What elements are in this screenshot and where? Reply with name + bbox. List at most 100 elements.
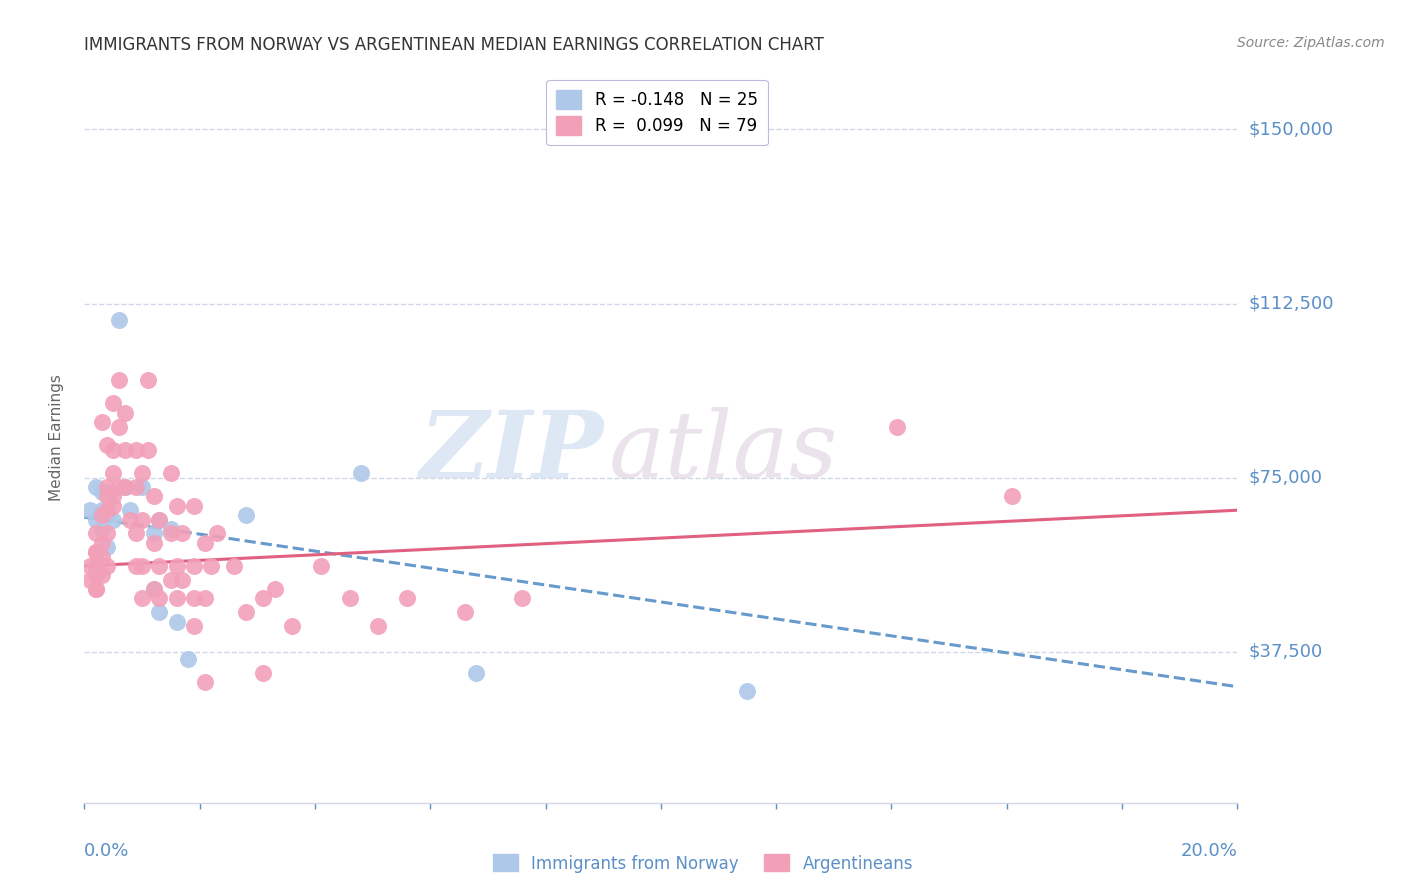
Point — [166, 558, 188, 573]
Point — [103, 396, 124, 410]
Point — [96, 558, 118, 573]
Point — [79, 503, 101, 517]
Point — [172, 526, 194, 541]
Text: ZIP: ZIP — [419, 407, 603, 497]
Point — [114, 480, 136, 494]
Point — [131, 466, 153, 480]
Point — [96, 508, 118, 522]
Point — [96, 489, 118, 503]
Text: IMMIGRANTS FROM NORWAY VS ARGENTINEAN MEDIAN EARNINGS CORRELATION CHART: IMMIGRANTS FROM NORWAY VS ARGENTINEAN ME… — [84, 36, 824, 54]
Point — [148, 512, 170, 526]
Point — [114, 406, 136, 420]
Point — [281, 619, 304, 633]
Point — [194, 591, 217, 606]
Point — [235, 606, 257, 620]
Point — [1001, 489, 1024, 503]
Point — [84, 480, 107, 494]
Point — [108, 373, 131, 387]
Point — [367, 619, 389, 633]
Point — [160, 522, 183, 536]
Point — [96, 484, 118, 499]
Point — [177, 652, 200, 666]
Point — [103, 512, 124, 526]
Point — [84, 545, 107, 559]
Point — [465, 665, 488, 680]
Point — [148, 558, 170, 573]
Point — [108, 419, 131, 434]
Point — [90, 484, 112, 499]
Text: $112,500: $112,500 — [1249, 294, 1334, 312]
Point — [309, 558, 332, 573]
Point — [114, 442, 136, 457]
Point — [224, 558, 246, 573]
Point — [160, 573, 183, 587]
Point — [235, 508, 257, 522]
Point — [108, 480, 131, 494]
Point — [131, 558, 153, 573]
Point — [79, 558, 101, 573]
Point — [252, 591, 274, 606]
Point — [142, 582, 165, 597]
Point — [142, 489, 165, 503]
Point — [194, 675, 217, 690]
Point — [183, 591, 205, 606]
Point — [96, 438, 118, 452]
Point — [125, 442, 148, 457]
Point — [339, 591, 361, 606]
Point — [886, 419, 908, 434]
Point — [90, 503, 112, 517]
Point — [79, 573, 101, 587]
Point — [90, 508, 112, 522]
Point — [136, 373, 159, 387]
Text: 20.0%: 20.0% — [1181, 842, 1237, 860]
Point — [103, 499, 124, 513]
Point — [84, 558, 107, 573]
Point — [90, 549, 112, 564]
Point — [136, 442, 159, 457]
Point — [90, 568, 112, 582]
Text: $37,500: $37,500 — [1249, 643, 1323, 661]
Text: atlas: atlas — [609, 407, 838, 497]
Point — [131, 512, 153, 526]
Point — [205, 526, 228, 541]
Point — [263, 582, 285, 597]
Point — [120, 512, 142, 526]
Point — [142, 526, 165, 541]
Point — [148, 512, 170, 526]
Point — [84, 582, 107, 597]
Point — [125, 526, 148, 541]
Text: $75,000: $75,000 — [1249, 468, 1323, 487]
Point — [103, 442, 124, 457]
Point — [172, 573, 194, 587]
Point — [166, 615, 188, 629]
Point — [84, 582, 107, 597]
Point — [131, 480, 153, 494]
Point — [194, 535, 217, 549]
Point — [512, 591, 534, 606]
Point — [120, 503, 142, 517]
Text: $150,000: $150,000 — [1249, 120, 1333, 138]
Point — [454, 606, 477, 620]
Point — [350, 466, 373, 480]
Y-axis label: Median Earnings: Median Earnings — [49, 374, 63, 500]
Point — [148, 591, 170, 606]
Point — [166, 591, 188, 606]
Point — [396, 591, 419, 606]
Point — [142, 535, 165, 549]
Point — [84, 568, 107, 582]
Point — [200, 558, 222, 573]
Point — [125, 480, 148, 494]
Point — [148, 606, 170, 620]
Point — [252, 665, 274, 680]
Point — [96, 503, 118, 517]
Point — [90, 535, 112, 549]
Point — [160, 466, 183, 480]
Point — [142, 582, 165, 597]
Point — [737, 684, 759, 698]
Point — [131, 591, 153, 606]
Text: 0.0%: 0.0% — [84, 842, 129, 860]
Point — [114, 480, 136, 494]
Text: Source: ZipAtlas.com: Source: ZipAtlas.com — [1237, 36, 1385, 50]
Point — [183, 499, 205, 513]
Point — [103, 489, 124, 503]
